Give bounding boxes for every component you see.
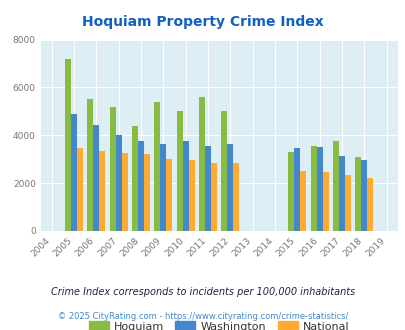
- Bar: [205, 146, 211, 231]
- Text: © 2025 CityRating.com - https://www.cityrating.com/crime-statistics/: © 2025 CityRating.com - https://www.city…: [58, 312, 347, 321]
- Bar: [154, 102, 160, 231]
- Bar: [288, 152, 294, 231]
- Bar: [227, 144, 233, 231]
- Bar: [354, 157, 360, 231]
- Bar: [360, 160, 367, 231]
- Bar: [99, 151, 105, 231]
- Bar: [310, 146, 316, 231]
- Bar: [71, 114, 77, 231]
- Bar: [211, 163, 217, 231]
- Bar: [77, 148, 83, 231]
- Text: Crime Index corresponds to incidents per 100,000 inhabitants: Crime Index corresponds to incidents per…: [51, 287, 354, 297]
- Bar: [300, 171, 306, 231]
- Bar: [198, 97, 205, 231]
- Bar: [322, 172, 328, 231]
- Bar: [115, 135, 122, 231]
- Bar: [87, 99, 93, 231]
- Bar: [233, 163, 239, 231]
- Text: Hoquiam Property Crime Index: Hoquiam Property Crime Index: [82, 15, 323, 29]
- Bar: [160, 144, 166, 231]
- Bar: [367, 178, 373, 231]
- Bar: [188, 160, 194, 231]
- Bar: [316, 147, 322, 231]
- Bar: [221, 112, 227, 231]
- Bar: [166, 159, 172, 231]
- Bar: [332, 141, 338, 231]
- Bar: [182, 141, 188, 231]
- Bar: [122, 153, 128, 231]
- Bar: [344, 175, 350, 231]
- Bar: [132, 126, 138, 231]
- Bar: [144, 154, 150, 231]
- Bar: [138, 141, 144, 231]
- Bar: [109, 107, 115, 231]
- Legend: Hoquiam, Washington, National: Hoquiam, Washington, National: [84, 317, 354, 330]
- Bar: [176, 112, 182, 231]
- Bar: [338, 156, 344, 231]
- Bar: [93, 124, 99, 231]
- Bar: [294, 148, 300, 231]
- Bar: [65, 59, 71, 231]
